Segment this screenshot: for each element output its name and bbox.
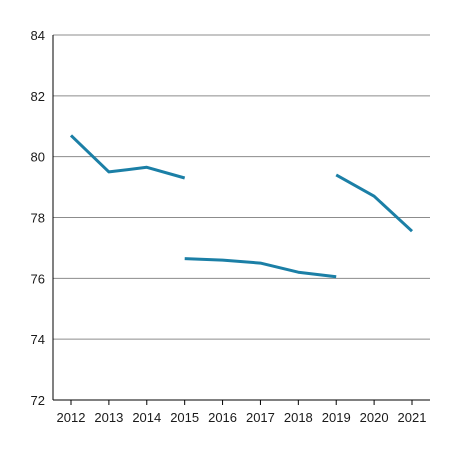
y-tick-label: 80 — [31, 150, 45, 165]
series-line-segment — [184, 257, 337, 279]
series-lines — [69, 134, 414, 279]
x-tick-label: 2021 — [398, 410, 427, 425]
y-tick-label: 78 — [31, 211, 45, 226]
x-tick-label: 2012 — [57, 410, 86, 425]
series-line-segment — [69, 134, 186, 180]
y-tick-label: 74 — [31, 332, 45, 347]
y-tick-label: 72 — [31, 393, 45, 408]
x-tick-label: 2017 — [246, 410, 275, 425]
x-tick-label: 2015 — [170, 410, 199, 425]
x-tick-label: 2018 — [284, 410, 313, 425]
x-tick-label: 2019 — [322, 410, 351, 425]
x-tick-label: 2013 — [94, 410, 123, 425]
x-tick-label: 2020 — [360, 410, 389, 425]
x-axis-ticks: 2012 2013 2014 2015 2016 2017 2018 2019 2020 2021 — [57, 400, 427, 425]
x-tick-label: 2014 — [132, 410, 161, 425]
y-tick-label: 76 — [31, 271, 45, 286]
y-tick-label: 82 — [31, 89, 45, 104]
gridlines — [53, 34, 430, 340]
y-axis-ticks: 72 74 76 78 80 82 84 — [31, 28, 45, 408]
y-tick-label: 84 — [31, 28, 45, 43]
x-tick-label: 2016 — [208, 410, 237, 425]
x-axis — [52, 35, 430, 401]
series-line-segment — [335, 173, 414, 233]
